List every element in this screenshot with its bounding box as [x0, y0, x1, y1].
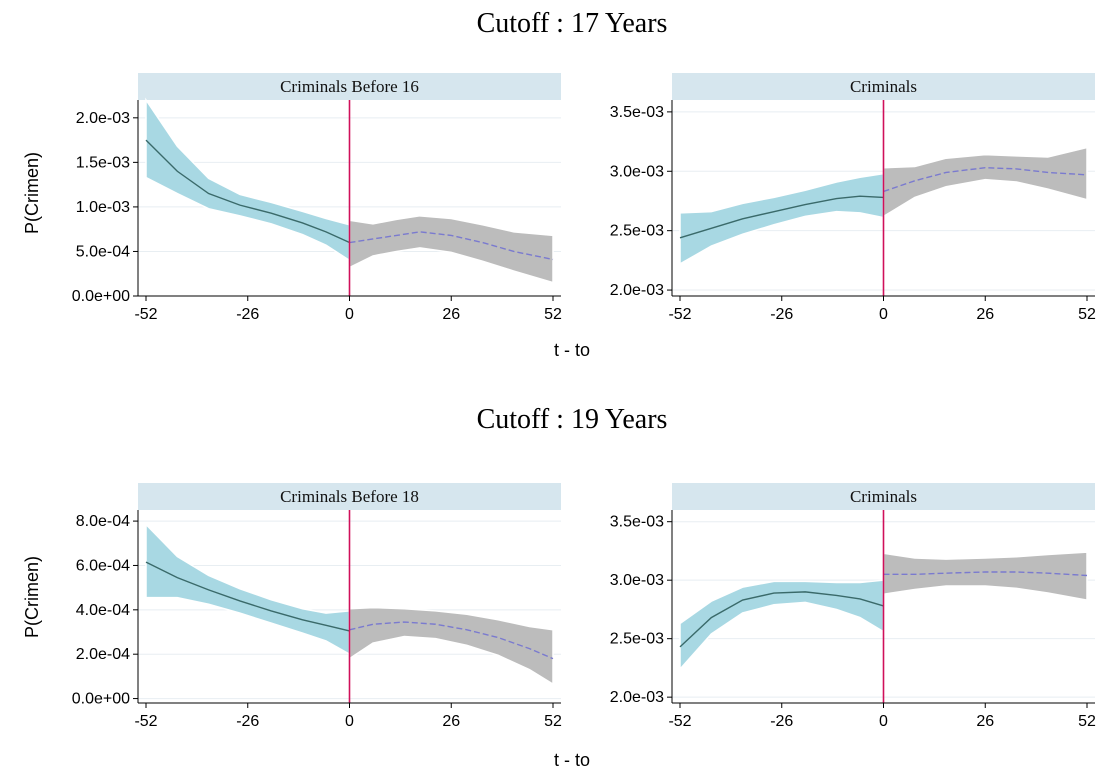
- ci-band-after: [348, 215, 554, 284]
- y-tick-label: 0.0e+00: [72, 288, 130, 305]
- panel-1: Criminals 2.0e-03 2.5e-03 3.0e-03 3.5e-03 -52…: [610, 73, 1096, 323]
- x-tick-label: 26: [442, 713, 460, 730]
- x-tick-label: 0: [345, 713, 354, 730]
- x-tick-label: 0: [345, 306, 354, 323]
- y-tick-label: 3.5e-03: [610, 514, 664, 531]
- strip-header-bg: [672, 483, 1095, 510]
- y-tick-label: 4.0e-04: [76, 602, 130, 619]
- y-tick-label: 2.0e-03: [76, 110, 130, 127]
- y-tick-label: 2.5e-03: [610, 631, 664, 648]
- y-tick-label: 2.0e-03: [610, 282, 664, 299]
- strip-title: Criminals: [850, 487, 917, 506]
- strip-header-bg: [138, 73, 561, 100]
- y-axis-label-top: P(Crimen): [22, 152, 42, 234]
- fit-line-after: [883, 571, 1088, 577]
- x-tick-label: 26: [976, 306, 994, 323]
- y-tick-label: 2.0e-03: [610, 689, 664, 706]
- row-title-cutoff-19: Cutoff : 19 Years: [477, 404, 668, 435]
- y-tick-label: 3.0e-03: [610, 572, 664, 589]
- y-tick-label: 2.0e-04: [76, 646, 130, 663]
- fit-line-after: [349, 231, 554, 261]
- y-tick-label: 0.0e+00: [72, 691, 130, 708]
- fit-line-before: [679, 195, 884, 239]
- row-title-cutoff-17: Cutoff : 17 Years: [477, 8, 668, 39]
- x-tick-label: 26: [976, 713, 994, 730]
- strip-title: Criminals Before 16: [280, 77, 419, 96]
- x-tick-label: 0: [879, 306, 888, 323]
- ci-band-after: [882, 146, 1088, 218]
- y-tick-label: 3.0e-03: [610, 163, 664, 180]
- y-tick-label: 2.5e-03: [610, 223, 664, 240]
- strip-header-bg: [672, 73, 1095, 100]
- fit-line-after: [883, 167, 1088, 193]
- fit-line-before: [145, 561, 350, 632]
- x-axis-label-top: t - to: [554, 340, 590, 360]
- panel-3: Criminals 2.0e-03 2.5e-03 3.0e-03 3.5e-03 -52…: [610, 483, 1096, 730]
- panel-2: Criminals Before 18 0.0e+00 2.0e-04 4.0e-04…: [72, 483, 562, 730]
- ci-band-before: [679, 579, 885, 672]
- strip-header-bg: [138, 483, 561, 510]
- fit-line-after: [349, 621, 554, 660]
- ci-band-before: [679, 172, 885, 266]
- y-tick-label: 5.0e-04: [76, 243, 130, 260]
- x-axis-label-bottom: t - to: [554, 750, 590, 770]
- x-tick-label: 0: [879, 713, 888, 730]
- strip-title: Criminals Before 18: [280, 487, 419, 506]
- fit-line-before: [145, 139, 350, 244]
- x-tick-label: -52: [668, 306, 691, 323]
- x-tick-label: 52: [1078, 306, 1096, 323]
- x-tick-label: 52: [1078, 713, 1096, 730]
- x-tick-label: -26: [770, 306, 793, 323]
- ci-band-after: [882, 551, 1088, 601]
- strip-title: Criminals: [850, 77, 917, 96]
- ci-band-before: [145, 97, 351, 262]
- x-tick-label: -52: [668, 713, 691, 730]
- panels: Criminals Before 16 0.0e+00 5.0e-04 1.0e-03…: [72, 73, 1096, 730]
- x-tick-label: -26: [236, 713, 259, 730]
- y-tick-label: 1.0e-03: [76, 199, 130, 216]
- x-tick-label: 52: [544, 306, 562, 323]
- x-tick-label: -52: [134, 306, 157, 323]
- y-axis-label-bottom: P(Crimen): [22, 556, 42, 638]
- x-tick-label: 26: [442, 306, 460, 323]
- x-tick-label: 52: [544, 713, 562, 730]
- ci-band-after: [348, 606, 554, 686]
- y-tick-label: 3.5e-03: [610, 104, 664, 121]
- x-tick-label: -52: [134, 713, 157, 730]
- y-tick-label: 1.5e-03: [76, 154, 130, 171]
- y-tick-label: 6.0e-04: [76, 557, 130, 574]
- x-tick-label: -26: [236, 306, 259, 323]
- y-tick-label: 8.0e-04: [76, 513, 130, 530]
- fit-line-before: [679, 591, 884, 648]
- panel-0: Criminals Before 16 0.0e+00 5.0e-04 1.0e-03…: [72, 73, 562, 323]
- ci-band-before: [145, 522, 351, 656]
- x-tick-label: -26: [770, 713, 793, 730]
